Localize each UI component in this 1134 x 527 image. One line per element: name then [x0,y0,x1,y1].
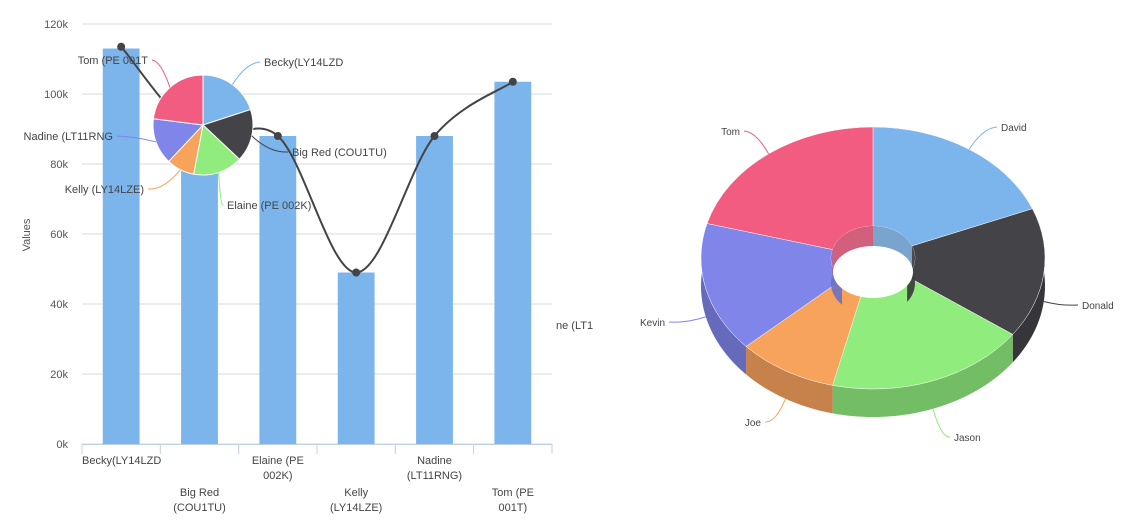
inset-pie-label: Tom (PE 001T [78,55,149,67]
donut-connector [968,126,998,150]
donut-side-wall [746,346,833,414]
inset-pie-label: Becky(LY14LZD [264,57,343,69]
donut-connector [743,130,770,155]
inset-pie-connector [116,135,157,143]
inset-pie-label: Nadine (LT11RNG [24,131,113,143]
bar [494,81,532,444]
y-tick-label: 100k [44,89,68,101]
donut-side-wall [1012,208,1045,363]
spline-point [352,268,361,277]
y-tick-label: 120k [44,19,68,31]
donut-connector [668,316,706,323]
inset-pie-slice [202,108,254,160]
bar-line-chart: 0k 20k 40k 60k 80k 100k 120k Values Becky(LY14… [21,19,593,514]
donut-label: Joe [745,418,762,429]
donut-hole [833,246,913,298]
x-category-label: Kelly [344,487,368,499]
donut-label: David [1001,123,1027,134]
donut-side-wall [701,223,747,375]
x-category-label: (COU1TU) [173,502,226,514]
y-axis-ticks: 0k 20k 40k 60k 80k 100k 120k [44,19,68,451]
inset-pie-label: Big Red (COU1TU) [292,147,387,159]
x-category-label: (LT11RNG) [407,470,462,482]
donut-connector [932,408,951,438]
x-axis-categories: Becky(LY14LZD Big Red (COU1TU) Elaine (PE 00… [82,455,534,514]
x-category-label: (LY14LZE) [330,502,382,514]
y-tick-label: 40k [50,299,68,311]
donut-side-wall [832,334,1013,417]
y-tick-label: 80k [50,159,68,171]
donut-label: Jason [954,433,981,444]
spline-point [273,132,282,140]
x-category-label: Elaine (PE [252,455,304,467]
inset-pie-connector [147,169,181,190]
y-axis-title: Values [21,218,33,251]
x-axis [81,444,553,454]
3d-donut-chart: David Donald Jason Joe Kevin Tom [640,123,1114,444]
donut-connector [764,398,786,423]
inset-pie-slice [193,124,241,176]
x-category-label: 001T) [498,502,527,514]
inset-pie-slice [152,74,204,126]
inset-pie-connector [251,135,289,153]
donut-label: Tom [721,127,740,138]
x-category-label: Becky(LY14LZD [82,455,161,467]
y-tick-label: 20k [50,369,68,381]
bar [259,136,297,444]
y-tick-label: 60k [50,229,68,241]
x-category-label: Tom (PE [492,487,534,499]
donut-connector [1043,301,1079,306]
clipped-category-label: ne (LT1 [556,320,593,332]
spline-point [117,42,126,51]
inset-pie-slice [202,74,252,126]
bar [181,167,218,444]
y-tick-label: 0k [56,439,68,451]
spline-point [430,132,439,140]
donut-slice [906,208,1046,335]
bar [337,272,375,444]
gridlines [82,23,552,445]
x-category-label: Nadine [417,455,452,467]
bar [102,48,140,444]
inset-pie-label: Kelly (LY14LZE) [65,184,144,196]
inset-pie-chart: Becky(LY14LZD Big Red (COU1TU) Elaine (PE … [24,55,387,212]
spline-point [508,77,517,86]
inset-pie-connector [151,59,171,88]
donut-label: Donald [1082,301,1114,312]
inset-pie-connector [217,172,224,206]
donut-label: Kevin [640,318,665,329]
x-category-label: 002K) [263,470,292,482]
x-category-label: Big Red [180,487,219,499]
inset-pie-connector [231,61,261,85]
bar-series [102,48,532,444]
inset-pie-label: Elaine (PE 002K) [227,200,311,212]
bar [416,136,453,444]
